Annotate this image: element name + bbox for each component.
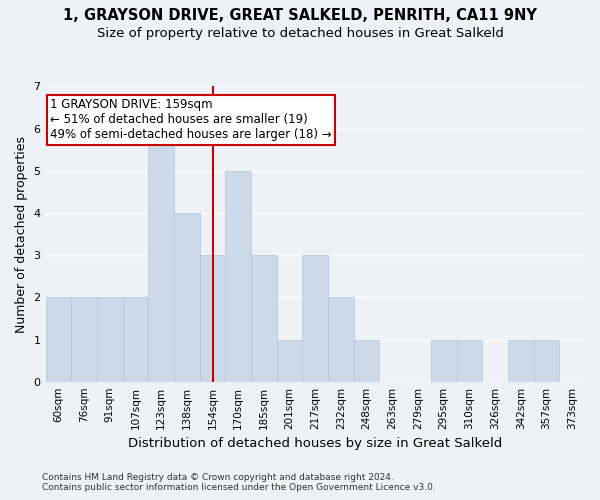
Bar bbox=[533, 340, 559, 382]
Bar bbox=[457, 340, 482, 382]
Bar bbox=[226, 171, 251, 382]
Bar bbox=[354, 340, 379, 382]
Text: Size of property relative to detached houses in Great Salkeld: Size of property relative to detached ho… bbox=[97, 28, 503, 40]
X-axis label: Distribution of detached houses by size in Great Salkeld: Distribution of detached houses by size … bbox=[128, 437, 502, 450]
Bar bbox=[251, 255, 277, 382]
Bar bbox=[46, 298, 71, 382]
Bar bbox=[277, 340, 302, 382]
Bar bbox=[508, 340, 533, 382]
Bar bbox=[148, 128, 174, 382]
Text: Contains HM Land Registry data © Crown copyright and database right 2024.
Contai: Contains HM Land Registry data © Crown c… bbox=[42, 473, 436, 492]
Bar bbox=[200, 255, 226, 382]
Bar bbox=[174, 213, 200, 382]
Y-axis label: Number of detached properties: Number of detached properties bbox=[15, 136, 28, 332]
Bar bbox=[328, 298, 354, 382]
Bar bbox=[302, 255, 328, 382]
Bar bbox=[122, 298, 148, 382]
Text: 1, GRAYSON DRIVE, GREAT SALKELD, PENRITH, CA11 9NY: 1, GRAYSON DRIVE, GREAT SALKELD, PENRITH… bbox=[63, 8, 537, 22]
Bar bbox=[431, 340, 457, 382]
Bar bbox=[97, 298, 122, 382]
Bar bbox=[71, 298, 97, 382]
Text: 1 GRAYSON DRIVE: 159sqm
← 51% of detached houses are smaller (19)
49% of semi-de: 1 GRAYSON DRIVE: 159sqm ← 51% of detache… bbox=[50, 98, 332, 142]
